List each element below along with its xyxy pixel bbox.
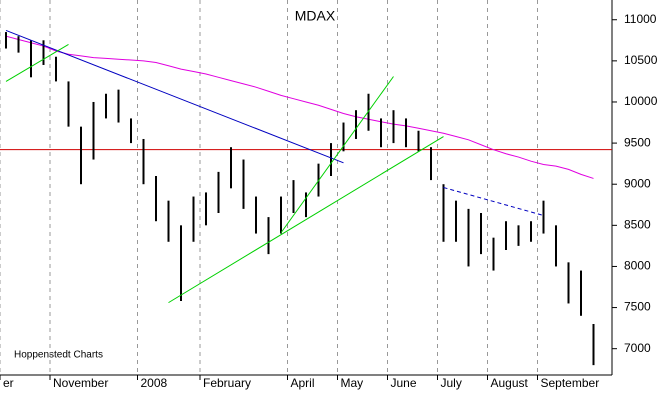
x-tick-label: August: [491, 376, 529, 390]
y-tick-label: 9500: [624, 135, 651, 149]
x-tick-label: June: [391, 376, 417, 390]
moving-average: [5, 35, 594, 179]
y-tick-label: 7500: [624, 300, 651, 314]
trend-line: [168, 136, 444, 304]
x-tick-label: November: [53, 376, 108, 390]
trend-line: [5, 43, 69, 82]
x-tick-label: February: [203, 376, 251, 390]
y-tick-label: 10000: [624, 94, 658, 108]
y-tick-label: 8500: [624, 218, 651, 232]
trend-line: [5, 29, 344, 164]
y-tick-label: 7000: [624, 341, 651, 355]
y-tick-label: 11000: [624, 12, 657, 26]
x-tick-label: 2008: [141, 376, 168, 390]
y-tick-label: 10500: [624, 53, 658, 67]
x-tick-label: September: [541, 376, 600, 390]
trend-line: [443, 187, 544, 216]
x-tick-label: er: [3, 376, 14, 390]
trend-line: [280, 76, 394, 234]
y-tick-label: 8000: [624, 259, 651, 273]
y-tick-label: 9000: [624, 176, 651, 190]
source-note: Hoppenstedt Charts: [14, 350, 103, 361]
chart-title: MDAX: [295, 8, 336, 24]
x-tick-label: May: [341, 376, 364, 390]
x-tick-label: July: [441, 376, 462, 390]
x-tick-label: April: [291, 376, 315, 390]
